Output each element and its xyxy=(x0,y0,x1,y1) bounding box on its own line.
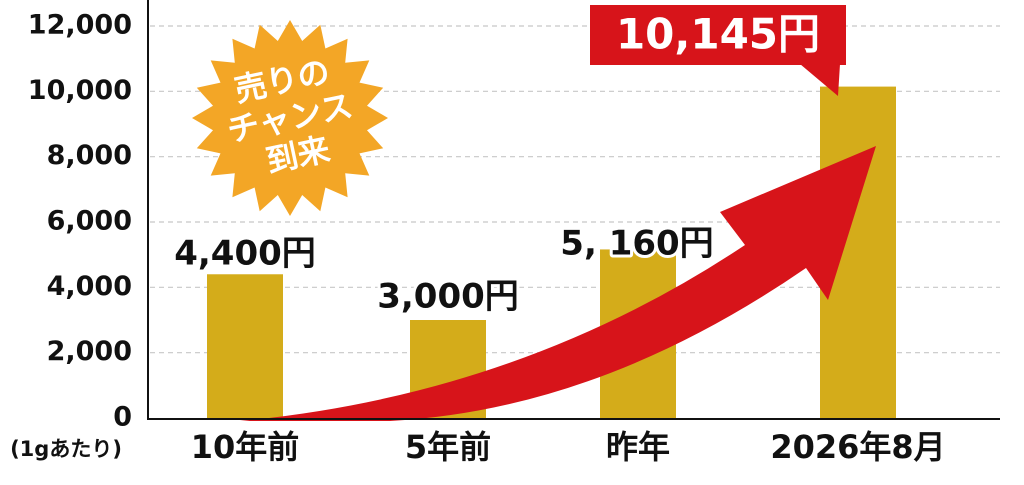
bars xyxy=(207,86,896,418)
x-tick-label: 10年前 xyxy=(191,428,300,466)
y-tick-label: 2,000 xyxy=(47,336,132,367)
value-label: 5, 160円 xyxy=(560,224,713,264)
y-axis-label: (1gあたり) xyxy=(10,437,122,461)
value-label: 3,000円 xyxy=(377,277,519,317)
x-tick-label: 5年前 xyxy=(405,428,491,466)
callout-box xyxy=(590,5,846,65)
x-tick-label: 2026年8月 xyxy=(770,428,945,466)
y-tick-label: 12,000 xyxy=(28,10,132,41)
trend-arrow xyxy=(240,146,876,421)
badge-star xyxy=(192,20,388,216)
y-tick-label: 8,000 xyxy=(47,140,132,171)
y-tick-label: 0 xyxy=(113,402,132,433)
y-tick-label: 6,000 xyxy=(47,206,132,237)
y-tick-label: 4,000 xyxy=(47,271,132,302)
x-tick-label: 昨年 xyxy=(606,428,670,466)
value-label: 10,145円 xyxy=(616,10,820,59)
bar xyxy=(207,274,283,418)
y-tick-label: 10,000 xyxy=(28,75,132,106)
badge-text: 売りの チャンス 到来 xyxy=(224,52,356,180)
callout-pointer xyxy=(800,64,840,96)
value-label: 4,400円 xyxy=(174,234,316,274)
